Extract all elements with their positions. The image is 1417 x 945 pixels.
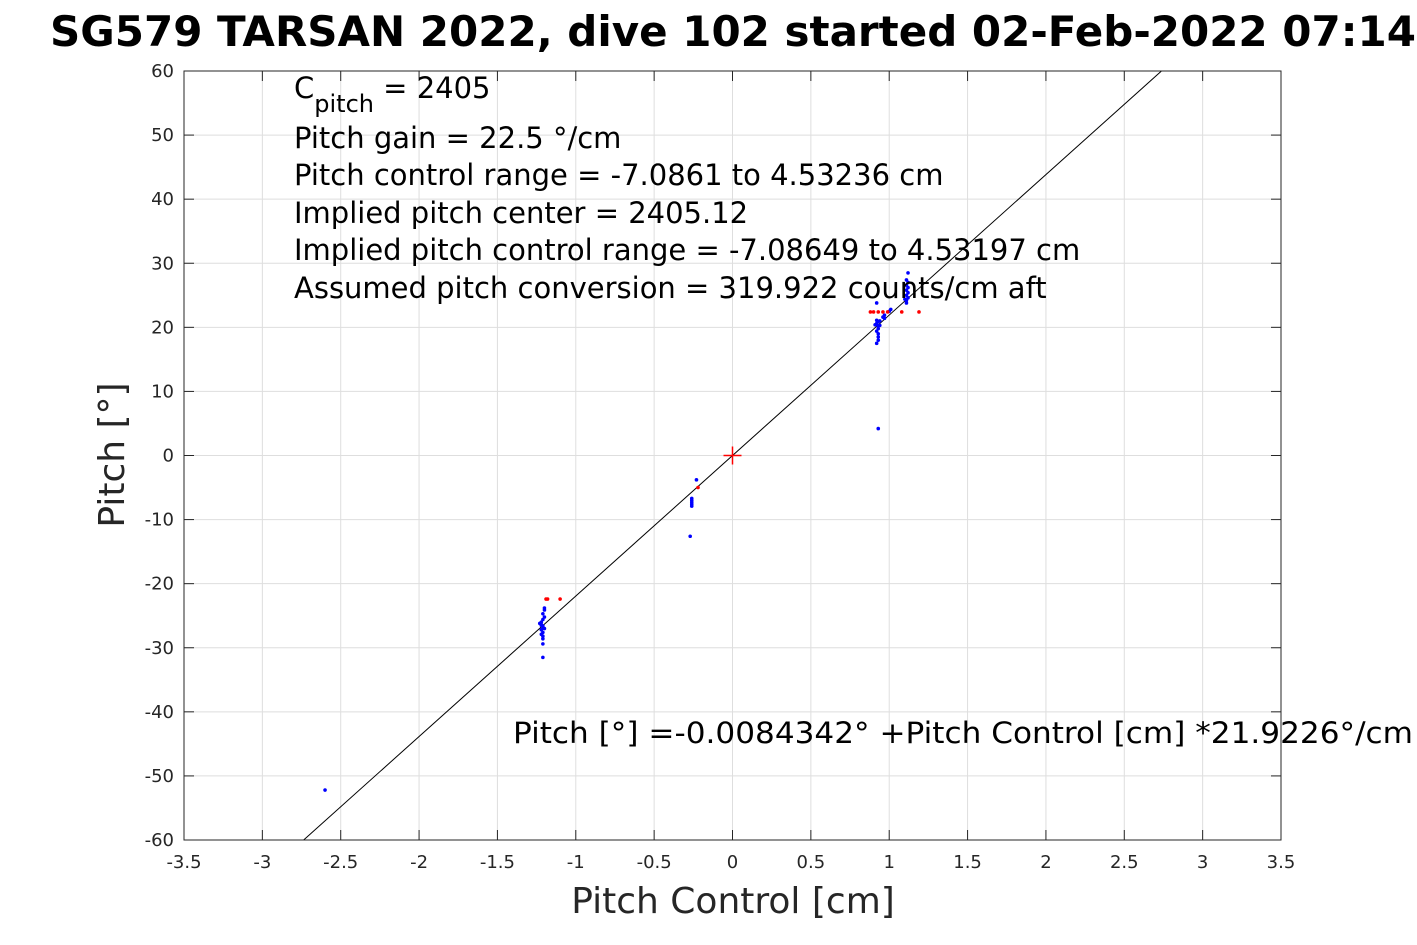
red-data-point <box>558 597 562 601</box>
y-tick-label: -10 <box>145 510 174 531</box>
pitch-conversion-text: Assumed pitch conversion = 319.922 count… <box>294 271 1047 305</box>
blue-data-point <box>904 301 909 305</box>
x-tick-label: 3.5 <box>1267 852 1296 873</box>
blue-data-point <box>323 788 327 792</box>
y-tick-label: 30 <box>151 253 174 274</box>
blue-data-point <box>873 322 877 327</box>
blue-data-point <box>881 315 885 319</box>
blue-data-point <box>903 297 907 301</box>
x-tick-label: 1.5 <box>953 852 982 873</box>
blue-data-point <box>541 624 545 628</box>
y-tick-label: 40 <box>151 189 174 210</box>
implied-pitch-center-text: Implied pitch center = 2405.12 <box>294 196 748 230</box>
y-axis-label: Pitch [°] <box>92 382 133 527</box>
blue-data-point <box>689 504 694 508</box>
x-tick-label: 0.5 <box>797 852 826 873</box>
blue-data-point <box>541 642 545 646</box>
x-tick-label: 0 <box>727 852 738 873</box>
fit-equation-text: Pitch [°] =-0.0084342° +Pitch Control [c… <box>513 716 1413 750</box>
red-data-point <box>885 310 890 314</box>
blue-data-point <box>904 278 909 282</box>
blue-data-point <box>876 338 881 342</box>
axis-ticks <box>183 70 1282 841</box>
blue-data-point <box>688 534 692 539</box>
x-tick-label: -2 <box>410 852 428 873</box>
y-tick-label: 0 <box>163 446 174 467</box>
x-tick-labels: -3.5 -3 -2.5 -2 -1.5 -1 -0.5 0 0.5 1 1.5 2 2.5 3 3.5 <box>166 852 1295 873</box>
blue-data-point <box>541 655 545 660</box>
blue-data-point <box>876 335 881 339</box>
y-tick-labels: 60 50 40 30 20 10 0 -10 -20 -30 -40 -50 -60 <box>145 61 174 851</box>
blue-data-point <box>906 271 910 275</box>
y-tick-label: -40 <box>145 702 174 723</box>
blue-data-point <box>874 301 879 305</box>
blue-data-point <box>878 323 882 328</box>
red-data-point <box>545 597 550 601</box>
x-tick-label: -3 <box>253 852 271 873</box>
c-pitch-subscript: pitch <box>314 90 374 118</box>
y-tick-label: 10 <box>151 381 174 402</box>
red-data-point <box>899 310 904 314</box>
x-tick-label: 2.5 <box>1110 852 1139 873</box>
y-tick-label: 50 <box>151 125 174 146</box>
c-pitch-value: = 2405 <box>374 71 491 105</box>
data-points <box>323 271 921 792</box>
pitch-gain-text: Pitch gain = 22.5 °/cm <box>294 121 621 155</box>
red-data-point <box>696 485 700 490</box>
blue-data-point <box>542 606 547 610</box>
blue-data-point <box>874 318 879 323</box>
blue-data-point <box>541 636 545 641</box>
blue-data-point <box>874 341 879 346</box>
red-data-point <box>881 310 885 314</box>
y-tick-label: -50 <box>145 766 174 787</box>
implied-pitch-range-text: Implied pitch control range = -7.08649 t… <box>294 233 1080 267</box>
red-data-point <box>876 310 881 314</box>
y-tick-label: -30 <box>145 638 174 659</box>
x-tick-label: 1 <box>883 852 894 873</box>
pitch-control-range-text: Pitch control range = -7.0861 to 4.53236… <box>294 158 943 192</box>
y-tick-label: 20 <box>151 317 174 338</box>
blue-data-point <box>541 634 545 639</box>
red-data-point <box>917 310 921 314</box>
center-marker-group <box>723 446 742 465</box>
x-tick-label: -1 <box>567 852 585 873</box>
x-tick-label: -1.5 <box>480 852 515 873</box>
blue-data-point <box>694 478 699 482</box>
x-tick-label: 3 <box>1197 852 1208 873</box>
blue-data-point <box>876 426 881 431</box>
x-axis-label: Pitch Control [cm] <box>571 881 895 922</box>
y-tick-label: 60 <box>151 61 174 82</box>
blue-data-point <box>541 611 545 616</box>
y-tick-label: -20 <box>145 574 174 595</box>
y-tick-label: -60 <box>145 830 174 851</box>
blue-data-point <box>876 326 881 331</box>
x-tick-label: -0.5 <box>637 852 672 873</box>
x-tick-label: -3.5 <box>166 852 201 873</box>
c-pitch-symbol: C <box>294 71 314 105</box>
c-pitch-annotation: Cpitch = 2405 <box>294 71 491 118</box>
red-data-point <box>871 310 876 314</box>
red-data-point <box>868 310 873 314</box>
x-tick-label: 2 <box>1040 852 1051 873</box>
x-tick-label: -2.5 <box>323 852 358 873</box>
blue-data-point <box>542 615 547 619</box>
chart-title: SG579 TARSAN 2022, dive 102 started 02-F… <box>50 7 1416 56</box>
